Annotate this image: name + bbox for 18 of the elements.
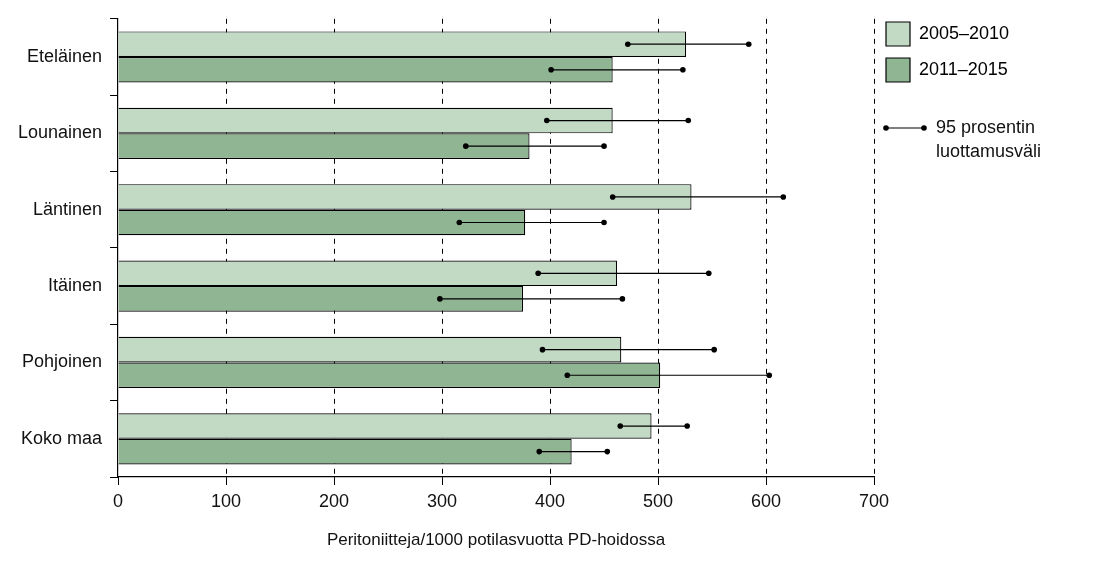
- y-tick-label: Itäinen: [48, 275, 103, 296]
- x-tick-label: 600: [750, 490, 782, 511]
- legend-label: 2011–2015: [919, 58, 1008, 79]
- x-tick-label: 200: [319, 490, 350, 511]
- y-tick-label: Eteläinen: [27, 45, 103, 66]
- x-tick-label: 400: [535, 490, 566, 511]
- y-tick-label: Läntinen: [33, 198, 103, 219]
- x-tick-label: 700: [858, 490, 890, 511]
- y-tick-label: Lounainen: [17, 122, 103, 143]
- x-tick-label: 500: [643, 490, 674, 511]
- y-tick-label: Pohjoinen: [22, 351, 103, 372]
- x-tick-label: 100: [211, 490, 242, 511]
- x-axis-title: Peritoniitteja/1000 potilasvuotta PD-hoidossa: [326, 530, 666, 550]
- x-tick-label: 0: [113, 490, 124, 511]
- x-tick-label: 300: [427, 490, 458, 511]
- legend-label: 2005–2010: [919, 22, 1010, 43]
- y-tick-label: Koko maa: [21, 427, 104, 448]
- text: 95 prosentin luottamusväli: [936, 116, 1042, 161]
